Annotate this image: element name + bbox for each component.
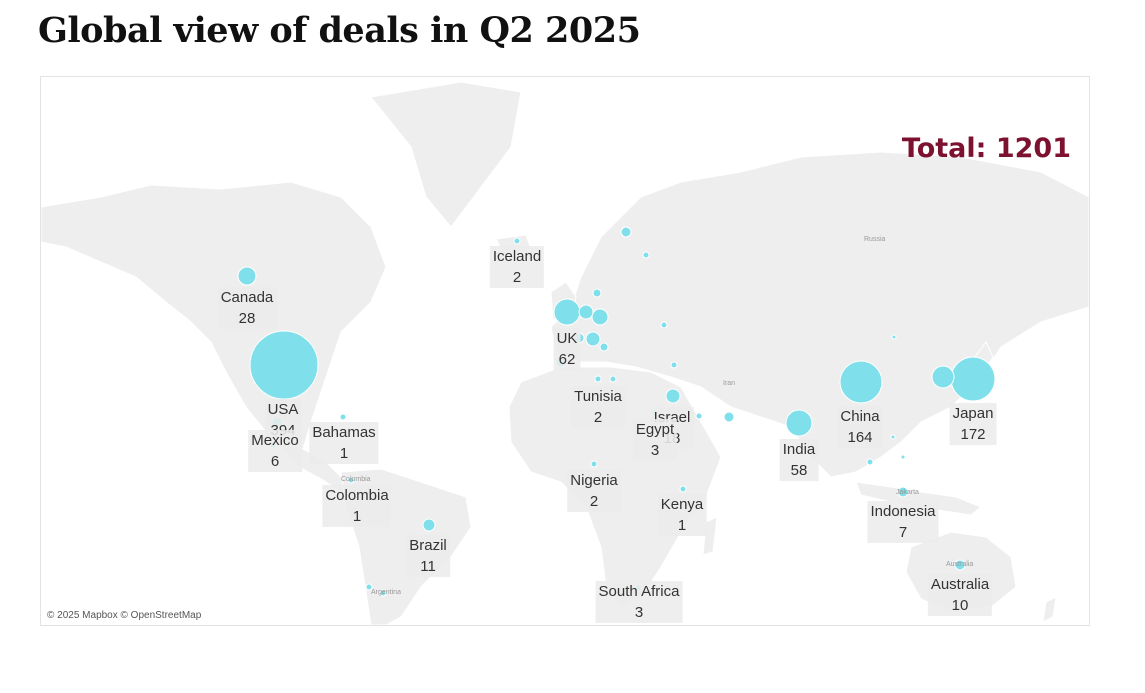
label-canada[interactable]: Canada 28 bbox=[217, 287, 277, 329]
country-name: Kenya bbox=[660, 496, 704, 513]
label-brazil[interactable]: Brazil 11 bbox=[406, 535, 450, 577]
map-text-australia: Australia bbox=[946, 561, 974, 568]
label-china[interactable]: China 164 bbox=[837, 406, 883, 448]
deal-count: 7 bbox=[898, 524, 908, 541]
country-name: Canada bbox=[220, 289, 274, 306]
deal-count: 62 bbox=[558, 351, 576, 368]
bubble-nigeria bbox=[590, 460, 598, 468]
label-mexico[interactable]: Mexico 6 bbox=[248, 430, 302, 472]
label-kenya[interactable]: Kenya 1 bbox=[657, 494, 707, 536]
country-name: Indonesia bbox=[870, 503, 936, 520]
deal-count: 1 bbox=[339, 445, 349, 462]
bubble-korea bbox=[931, 365, 955, 389]
bubble-china bbox=[839, 360, 883, 404]
deal-count: 3 bbox=[650, 442, 660, 459]
map-text-jakarta: Jakarta bbox=[896, 489, 919, 496]
bubble-indonesia bbox=[897, 486, 909, 498]
map-text-iran: Iran bbox=[723, 380, 736, 387]
bubble-israel bbox=[665, 388, 681, 404]
total-count: Total: 1201 bbox=[901, 133, 1071, 164]
bubble-kenya bbox=[679, 485, 687, 493]
country-name: UK bbox=[556, 330, 578, 347]
bubble-colombia bbox=[347, 476, 355, 484]
deal-count: 3 bbox=[634, 604, 644, 621]
country-name: Australia bbox=[930, 576, 990, 593]
country-name: South Africa bbox=[598, 583, 680, 600]
bubble-uk bbox=[553, 298, 581, 326]
label-bahamas[interactable]: Bahamas 1 bbox=[309, 422, 379, 464]
bubble-brazil bbox=[422, 518, 436, 532]
bubble-japan bbox=[950, 356, 996, 402]
label-egypt[interactable]: Egypt 3 bbox=[632, 419, 678, 461]
label-south-africa[interactable]: South Africa 3 bbox=[595, 581, 683, 623]
bubble-tunisia bbox=[594, 375, 602, 383]
country-name: Brazil bbox=[409, 537, 447, 554]
world-map[interactable]: Russia Iran Colombia Argentina Australia… bbox=[40, 76, 1090, 626]
deal-count: 10 bbox=[951, 597, 969, 614]
deal-count: 164 bbox=[847, 429, 873, 446]
label-uk[interactable]: UK 62 bbox=[553, 328, 581, 370]
label-nigeria[interactable]: Nigeria 2 bbox=[567, 470, 621, 512]
label-colombia[interactable]: Colombia 1 bbox=[322, 485, 392, 527]
label-indonesia[interactable]: Indonesia 7 bbox=[867, 501, 939, 543]
bubble-india bbox=[785, 409, 813, 437]
land-greenland bbox=[370, 81, 522, 228]
deal-count: 1 bbox=[352, 508, 362, 525]
map-text-colombia: Colombia bbox=[341, 476, 371, 483]
deal-count: 172 bbox=[960, 426, 986, 443]
country-name: Egypt bbox=[635, 421, 675, 438]
bubble-canada bbox=[237, 266, 257, 286]
map-text-russia: Russia bbox=[864, 236, 886, 243]
label-india[interactable]: India 58 bbox=[779, 439, 819, 481]
deal-count: 2 bbox=[593, 409, 603, 426]
country-name: India bbox=[782, 441, 816, 458]
country-name: Bahamas bbox=[312, 424, 376, 441]
bubble-iceland bbox=[513, 237, 521, 245]
deal-count: 11 bbox=[420, 558, 436, 575]
label-australia[interactable]: Australia 10 bbox=[927, 574, 993, 616]
land-madagascar bbox=[702, 516, 718, 556]
map-attribution[interactable]: © 2025 Mapbox © OpenStreetMap bbox=[47, 610, 202, 621]
map-text-argentina: Argentina bbox=[371, 589, 401, 596]
country-name: Japan bbox=[952, 405, 994, 422]
bubble-bahamas bbox=[339, 413, 347, 421]
country-name: Nigeria bbox=[570, 472, 618, 489]
page-title: Global view of deals in Q2 2025 bbox=[38, 10, 641, 51]
bubble-australia bbox=[954, 559, 966, 571]
label-japan[interactable]: Japan 172 bbox=[949, 403, 997, 445]
bubble-usa bbox=[249, 330, 319, 400]
country-name: Iceland bbox=[492, 248, 542, 265]
country-name: Mexico bbox=[251, 432, 299, 449]
land-eurasia bbox=[550, 151, 1089, 478]
deal-count: 1 bbox=[677, 517, 687, 534]
country-name: China bbox=[840, 408, 880, 425]
deal-count: 2 bbox=[589, 493, 599, 510]
label-tunisia[interactable]: Tunisia 2 bbox=[571, 386, 625, 428]
deal-count: 6 bbox=[270, 453, 280, 470]
label-iceland[interactable]: Iceland 2 bbox=[489, 246, 545, 288]
country-name: USA bbox=[267, 401, 299, 418]
country-name: Colombia bbox=[325, 487, 389, 504]
deal-count: 2 bbox=[512, 269, 522, 286]
country-name: Tunisia bbox=[574, 388, 622, 405]
land-new-zealand bbox=[1042, 596, 1057, 623]
deal-count: 28 bbox=[238, 310, 256, 327]
deal-count: 58 bbox=[790, 462, 808, 479]
land-north-america bbox=[41, 181, 387, 456]
